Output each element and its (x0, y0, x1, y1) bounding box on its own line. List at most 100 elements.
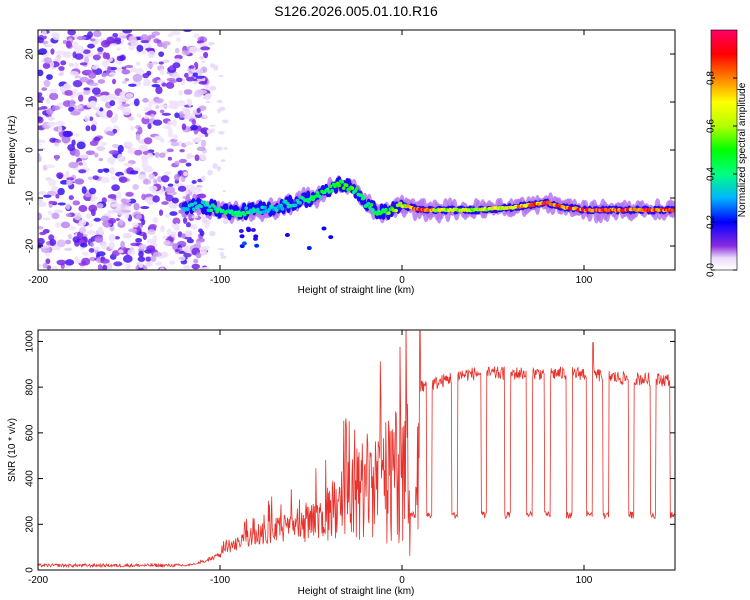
ridge-core (235, 213, 240, 218)
spectrogram-x-ticks: -200 -100 0 100 (28, 30, 593, 286)
noise-speckle (108, 241, 116, 250)
noise-speckle (116, 67, 122, 72)
ridge-core (318, 195, 323, 199)
noise-speckle (97, 226, 104, 235)
noise-speckle (47, 210, 53, 216)
noise-speckle (47, 116, 55, 121)
noise-speckle (161, 201, 169, 205)
noise-speckle (68, 161, 79, 169)
ridge-core (340, 180, 345, 184)
noise-speckle (65, 170, 70, 177)
noise-speckle (54, 139, 62, 144)
snr-series-line (38, 330, 675, 569)
noise-speckle (68, 195, 74, 201)
noise-speckle (109, 167, 116, 175)
noise-speckle (125, 142, 133, 148)
noise-speckle (135, 214, 142, 220)
noise-speckle (179, 148, 185, 153)
noise-speckle (121, 209, 131, 213)
noise-speckle (154, 135, 163, 141)
noise-speckle (58, 72, 64, 76)
noise-speckle (59, 85, 65, 93)
noise-speckle (197, 193, 207, 199)
noise-speckle (175, 77, 183, 83)
noise-speckle (38, 139, 43, 144)
noise-speckle (223, 147, 228, 150)
noise-speckle (118, 219, 124, 226)
ridge-core (209, 208, 214, 213)
noise-speckle (48, 200, 58, 205)
noise-speckle (88, 82, 99, 87)
noise-speckle (215, 146, 223, 151)
noise-speckle (175, 37, 181, 43)
noise-speckle (153, 178, 158, 185)
noise-speckle (198, 133, 206, 138)
noise-speckle (167, 120, 172, 126)
noise-speckle (196, 107, 201, 113)
spectrogram-x-label: Height of straight line (km) (298, 285, 415, 296)
noise-speckle (117, 98, 123, 106)
ridge-core (285, 201, 289, 206)
noise-speckle (85, 150, 96, 156)
ridge-core (234, 210, 238, 215)
noise-speckle (213, 64, 219, 71)
x-tick-label: 100 (576, 575, 593, 586)
noise-speckle (66, 179, 73, 186)
noise-speckle (113, 261, 123, 267)
noise-speckle (69, 71, 79, 76)
noise-speckle (135, 237, 143, 243)
noise-speckle (81, 257, 91, 266)
ridge-core (274, 208, 279, 213)
noise-speckle (100, 258, 110, 264)
noise-speckle (200, 46, 211, 51)
noise-speckle (152, 119, 163, 126)
ridge-core (280, 207, 285, 211)
noise-speckle (201, 218, 208, 223)
noise-speckle (163, 240, 171, 246)
noise-speckle (128, 45, 135, 51)
noise-speckle (160, 225, 165, 233)
noise-speckle (38, 143, 42, 147)
noise-speckle (43, 79, 51, 88)
noise-speckle (140, 205, 150, 210)
noise-speckle (56, 259, 67, 266)
noise-speckle (178, 158, 187, 164)
noise-speckle (115, 217, 120, 222)
noise-speckle (121, 69, 131, 75)
ridge-fragment (253, 234, 259, 239)
ridge-core (260, 205, 265, 210)
noise-speckle (118, 249, 124, 254)
noise-speckle (39, 231, 47, 236)
noise-speckle (66, 177, 75, 181)
colorbar-tick-label: 0.8 (706, 71, 717, 85)
noise-speckle (89, 140, 99, 146)
noise-speckle (202, 96, 209, 100)
noise-speckle (72, 200, 81, 206)
noise-speckle (118, 176, 128, 183)
noise-speckle (196, 68, 204, 76)
noise-speckle (86, 230, 97, 235)
noise-speckle (148, 99, 153, 108)
noise-speckle (117, 32, 128, 37)
colorbar-ticks: 0.0 0.2 0.4 0.6 0.8 (706, 71, 737, 277)
noise-speckle (190, 224, 198, 230)
noise-speckle (107, 66, 112, 74)
ridge-core (328, 184, 333, 189)
noise-speckle (158, 209, 164, 216)
noise-speckle (155, 105, 160, 109)
noise-speckle (38, 191, 47, 196)
noise-speckle (88, 116, 94, 122)
noise-speckle (138, 267, 144, 270)
noise-speckle (167, 127, 173, 135)
noise-speckle (137, 126, 143, 135)
noise-speckle (76, 36, 87, 41)
noise-speckle (222, 189, 226, 193)
noise-speckle (181, 123, 187, 131)
noise-speckle (183, 114, 192, 120)
noise-speckle (166, 228, 172, 236)
noise-speckle (55, 193, 60, 199)
noise-speckle (207, 169, 213, 176)
noise-speckle (155, 261, 163, 266)
noise-speckle (143, 115, 149, 119)
